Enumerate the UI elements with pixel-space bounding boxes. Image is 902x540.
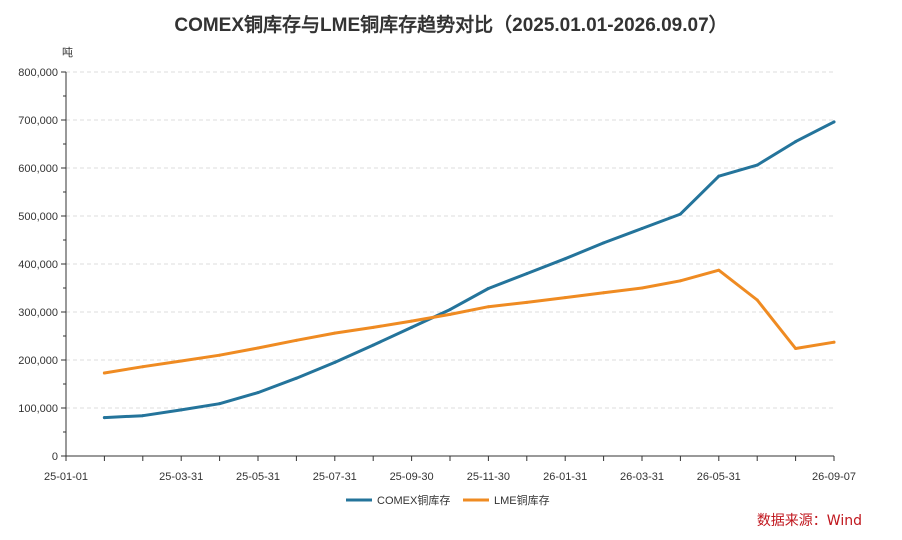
legend-item: COMEX铜库存	[346, 493, 450, 507]
data-point	[333, 331, 337, 335]
data-point	[678, 279, 682, 283]
y-tick-label: 700,000	[18, 115, 58, 127]
series-lines	[102, 120, 836, 420]
y-tick-label: 100,000	[18, 403, 58, 415]
y-tick-label: 300,000	[18, 307, 58, 319]
data-point	[371, 325, 375, 329]
x-tick-label: 26-03-31	[620, 471, 664, 483]
y-axis-unit-label: 吨	[62, 46, 73, 59]
data-point	[371, 343, 375, 347]
legend-label: COMEX铜库存	[377, 493, 450, 507]
data-point	[218, 353, 222, 357]
y-tick-label: 400,000	[18, 259, 58, 271]
x-tick-label: 25-11-30	[467, 471, 510, 483]
data-point	[755, 298, 759, 302]
data-point	[640, 226, 644, 230]
y-tick-label: 0	[52, 451, 58, 463]
data-point	[141, 365, 145, 369]
x-tick-label: 25-03-31	[159, 471, 203, 483]
data-point	[563, 257, 567, 261]
data-point	[640, 286, 644, 290]
data-point	[678, 212, 682, 216]
data-point	[717, 174, 721, 178]
data-point	[602, 291, 606, 295]
data-point	[448, 312, 452, 316]
data-point	[256, 391, 260, 395]
legend-item: LME铜库存	[463, 493, 550, 507]
data-point	[294, 338, 298, 342]
data-point	[794, 140, 798, 144]
axes: 0 100,000 200,000 300,000 400,000 500,000 600,…	[18, 67, 856, 483]
data-point	[256, 346, 260, 350]
data-point	[218, 402, 222, 406]
data-point	[179, 408, 183, 412]
data-point	[102, 371, 106, 375]
data-point	[563, 296, 567, 300]
data-point	[410, 319, 414, 323]
data-point	[179, 359, 183, 363]
data-point	[602, 241, 606, 245]
y-tick-label: 600,000	[18, 163, 58, 175]
data-point	[832, 340, 836, 344]
legend: COMEX铜库存 LME铜库存	[346, 493, 550, 507]
series-line-comex	[102, 120, 836, 420]
x-tick-label: 25-07-31	[313, 471, 357, 483]
x-tick-label: 26-05-31	[697, 471, 741, 483]
data-point	[333, 360, 337, 364]
data-point	[525, 300, 529, 304]
x-tick-label: 25-09-30	[390, 471, 434, 483]
series-line-lme	[102, 268, 836, 375]
x-tick-label: 25-01-01	[44, 471, 88, 483]
data-point	[486, 305, 490, 309]
data-point	[486, 286, 490, 290]
grid	[66, 71, 834, 409]
data-point	[410, 325, 414, 329]
data-point	[525, 272, 529, 276]
data-point	[717, 268, 721, 272]
data-point	[794, 346, 798, 350]
data-point	[102, 416, 106, 420]
data-point	[832, 120, 836, 124]
data-point	[141, 414, 145, 418]
data-point	[448, 308, 452, 312]
chart-title: COMEX铜库存与LME铜库存趋势对比（2025.01.01-2026.09.0…	[174, 13, 727, 36]
y-tick-label: 800,000	[18, 67, 58, 79]
source-note: 数据来源：Wind	[756, 513, 862, 529]
x-tick-label: 25-05-31	[236, 471, 280, 483]
data-point	[755, 163, 759, 167]
data-point	[294, 376, 298, 380]
legend-label: LME铜库存	[494, 493, 550, 507]
x-tick-label: 26-01-31	[543, 471, 587, 483]
y-tick-label: 500,000	[18, 211, 58, 223]
x-tick-label: 26-09-07	[812, 471, 856, 483]
y-tick-label: 200,000	[18, 355, 58, 367]
